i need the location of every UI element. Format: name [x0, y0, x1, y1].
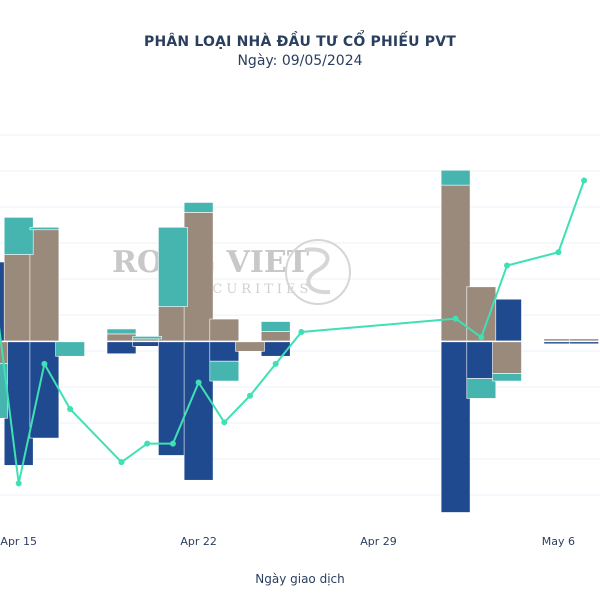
x-tick-label: May 6 [542, 535, 575, 548]
bar-segment-2-4 [106, 328, 137, 335]
chart-title: PHÂN LOẠI NHÀ ĐẦU TƯ CỔ PHIẾU PVT [143, 34, 456, 50]
line-point-5 [144, 440, 151, 447]
line-point-1 [15, 480, 22, 487]
line-point-11 [298, 328, 305, 335]
line-point-8 [221, 419, 228, 426]
bar-segment-1-10 [260, 331, 291, 342]
bar-segment-1-1 [3, 254, 34, 342]
bar-segment-2-6 [158, 226, 188, 307]
bar-segment-0-4 [106, 341, 137, 355]
line-point-6 [169, 440, 176, 447]
bar-segment-2-14 [492, 373, 522, 382]
bar-segment-1-13 [466, 286, 497, 342]
bar-segment-2-10 [260, 321, 291, 332]
chart-subtitle: Ngày: 09/05/2024 [237, 53, 363, 69]
bar-segment-0-12 [440, 341, 471, 513]
watermark-emblem-icon [285, 239, 351, 305]
bar-segment-0-7 [183, 341, 214, 481]
line-point-10 [272, 360, 279, 367]
bar-segment-1-8 [209, 318, 240, 342]
x-tick-label: Apr 22 [180, 535, 217, 548]
line-series-group [0, 177, 588, 487]
watermark-line2: SECURITIES [186, 282, 312, 297]
x-axis-ticks: Apr 15 Apr 22 Apr 29 May 6 [0, 535, 575, 548]
bar-segment-1-6 [158, 306, 188, 342]
bar-segment-2-12 [440, 169, 471, 186]
bar-segment-2-1 [3, 217, 34, 255]
bar-segment-0-13 [466, 341, 497, 379]
x-tick-label: Apr 15 [0, 535, 37, 548]
x-tick-label: Apr 29 [360, 535, 397, 548]
watermark-logo: RONG VIET SECURITIES [112, 239, 351, 305]
bar-segment-0-8 [209, 341, 240, 362]
bar-segment-2-7 [183, 202, 214, 213]
bar-segment-2-2 [29, 226, 60, 231]
dragon-emblem-icon [304, 247, 331, 295]
line-point-7 [195, 379, 202, 386]
line-point-14 [504, 262, 510, 269]
line-point-13 [478, 334, 485, 341]
bar-segment-1-7 [183, 212, 214, 342]
x-axis-title: Ngày giao dịch [255, 572, 345, 586]
line-point-15 [555, 249, 562, 256]
bar-segment-1-12 [440, 184, 471, 342]
bar-segment-0-10 [260, 341, 291, 357]
line-point-12 [452, 315, 459, 322]
bar-segment-2-8 [209, 360, 240, 382]
bar-segment-0-2 [29, 341, 60, 439]
bar-segment-1-2 [29, 229, 60, 342]
bar-segment-2-5 [132, 336, 162, 340]
line-point-3 [67, 406, 74, 413]
bar-segment-0-6 [158, 341, 188, 456]
bar-segment-1-4 [106, 333, 137, 342]
line-point-9 [247, 392, 253, 399]
bar-segment-0-14 [492, 298, 522, 342]
line-point-4 [118, 459, 125, 466]
bar-segment-1-0 [0, 341, 8, 364]
bar-segment-1-14 [492, 341, 522, 374]
line-point-16 [581, 177, 588, 184]
bar-segment-1-9 [235, 341, 265, 352]
bar-segment-2-3 [55, 341, 85, 357]
bar-segment-2-13 [466, 378, 497, 399]
line-point-2 [41, 360, 48, 367]
bar-series-group [0, 169, 599, 513]
